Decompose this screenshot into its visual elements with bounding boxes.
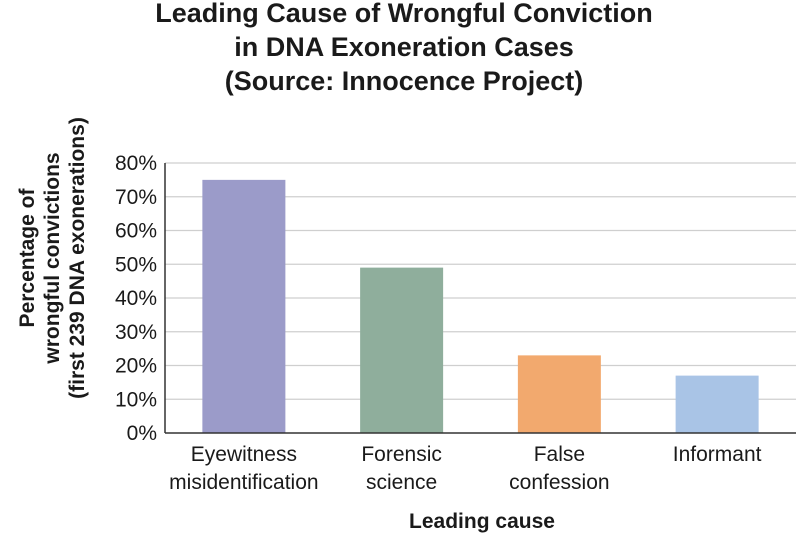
x-category-label: Forensic xyxy=(361,443,442,466)
y-axis-title: Percentage of wrongful convictions (firs… xyxy=(16,117,89,399)
bar xyxy=(202,179,286,433)
x-category-label: False xyxy=(534,443,585,466)
y-tick-labels: 0% 10% 20% 30% 40% 50% 60% 70% 80% xyxy=(115,152,157,445)
y-axis-title-line-3: (first 239 DNA exonerations) xyxy=(66,117,89,399)
x-category-labels: Eyewitness misidentification Forensic scien… xyxy=(169,443,761,494)
chart-title-line-1: Leading Cause of Wrongful Conviction xyxy=(155,0,653,28)
x-category-label: misidentification xyxy=(169,471,318,494)
y-tick-label: 80% xyxy=(115,152,157,175)
y-tick-label: 70% xyxy=(115,186,157,209)
chart-title-line-2: in DNA Exoneration Cases xyxy=(234,32,574,62)
bars xyxy=(202,179,759,433)
bar xyxy=(517,355,601,433)
y-axis-title-line-2: wrongful convictions xyxy=(41,152,64,364)
chart-title-line-3: (Source: Innocence Project) xyxy=(225,66,584,96)
axes xyxy=(164,163,796,434)
y-tick-label: 10% xyxy=(115,388,157,411)
bar xyxy=(675,375,759,433)
x-category-label: confession xyxy=(509,471,609,494)
y-tick-label: 0% xyxy=(127,422,157,445)
x-category-label: science xyxy=(366,471,437,494)
chart-title: Leading Cause of Wrongful Conviction in … xyxy=(155,0,653,96)
x-category-label: Informant xyxy=(673,443,762,466)
x-axis-title: Leading cause xyxy=(409,510,555,533)
y-axis-title-line-1: Percentage of xyxy=(16,188,39,328)
y-tick-label: 30% xyxy=(115,321,157,344)
x-category-label: Eyewitness xyxy=(191,443,297,466)
y-tick-label: 60% xyxy=(115,220,157,243)
y-tick-label: 40% xyxy=(115,287,157,310)
y-tick-label: 50% xyxy=(115,253,157,276)
bar xyxy=(360,267,444,433)
y-tick-label: 20% xyxy=(115,355,157,378)
